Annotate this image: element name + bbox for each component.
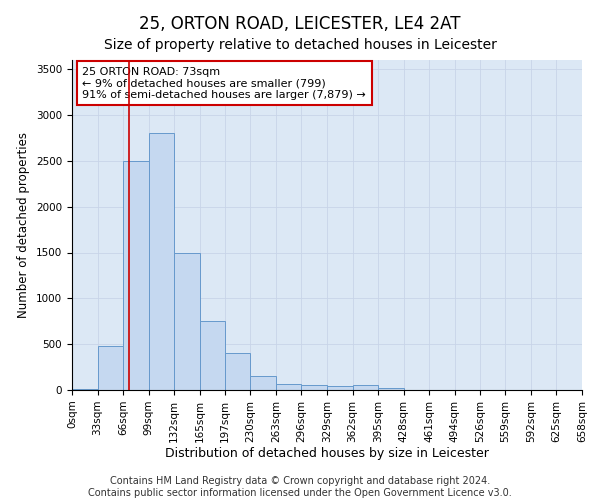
Text: 25 ORTON ROAD: 73sqm
← 9% of detached houses are smaller (799)
91% of semi-detac: 25 ORTON ROAD: 73sqm ← 9% of detached ho… (82, 66, 366, 100)
Bar (175, 252, 200, 390)
Bar (327, 386, 353, 390)
Bar (301, 386, 327, 390)
Bar (200, 322, 224, 390)
Bar (378, 388, 404, 390)
Text: Size of property relative to detached houses in Leicester: Size of property relative to detached ho… (104, 38, 496, 52)
Bar (276, 384, 301, 390)
Text: 25, ORTON ROAD, LEICESTER, LE4 2AT: 25, ORTON ROAD, LEICESTER, LE4 2AT (139, 15, 461, 33)
Bar (72, 389, 98, 390)
Text: Contains HM Land Registry data © Crown copyright and database right 2024.
Contai: Contains HM Land Registry data © Crown c… (88, 476, 512, 498)
Bar (123, 161, 149, 390)
Bar (224, 354, 250, 390)
Bar (250, 376, 276, 390)
Y-axis label: Number of detached properties: Number of detached properties (17, 132, 31, 318)
Bar (149, 134, 175, 390)
Bar (98, 346, 123, 390)
Bar (353, 386, 378, 390)
X-axis label: Distribution of detached houses by size in Leicester: Distribution of detached houses by size … (165, 448, 489, 460)
